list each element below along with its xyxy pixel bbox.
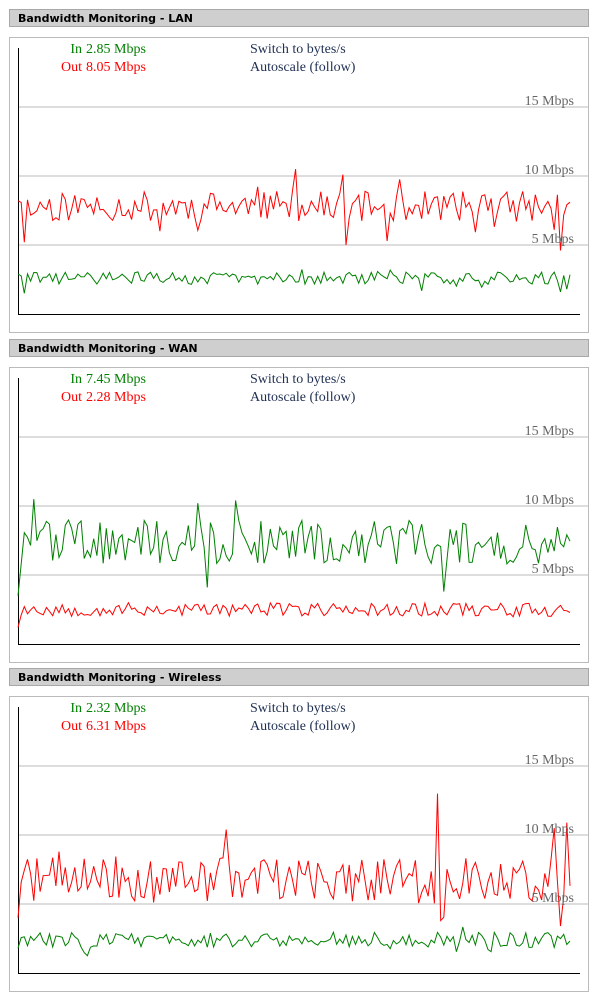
y-tick-label-5: 5 Mbps bbox=[532, 891, 574, 906]
out-label: Out bbox=[61, 60, 82, 75]
wan-out-value: 2.28 Mbps bbox=[86, 390, 146, 405]
lan-in-value: 2.85 Mbps bbox=[86, 42, 146, 57]
series-line-out bbox=[17, 169, 571, 251]
y-tick-label-5: 5 Mbps bbox=[532, 562, 574, 577]
out-label: Out bbox=[61, 719, 82, 734]
lan-switch-to-bytes-link[interactable]: Switch to bytes/s bbox=[250, 42, 346, 57]
wireless-out-legend: Out 6.31 Mbps bbox=[49, 719, 146, 735]
wan-out-legend: Out 2.28 Mbps bbox=[49, 390, 146, 406]
lan-panel-title: Bandwidth Monitoring - LAN bbox=[9, 9, 589, 27]
wireless-in-value: 2.32 Mbps bbox=[86, 701, 146, 716]
in-label: In bbox=[70, 701, 82, 716]
wan-panel-title: Bandwidth Monitoring - WAN bbox=[9, 339, 589, 357]
y-tick-label-15: 15 Mbps bbox=[525, 424, 574, 439]
wireless-switch-to-bytes-link[interactable]: Switch to bytes/s bbox=[250, 701, 346, 716]
in-label: In bbox=[70, 42, 82, 57]
lan-in-legend: In 2.85 Mbps bbox=[60, 42, 146, 58]
series-line-in bbox=[17, 268, 571, 294]
lan-bandwidth-chart: 15 Mbps 10 Mbps 5 Mbps bbox=[17, 48, 588, 315]
y-tick-label-5: 5 Mbps bbox=[532, 232, 574, 247]
in-label: In bbox=[70, 372, 82, 387]
wan-switch-to-bytes-link[interactable]: Switch to bytes/s bbox=[250, 372, 346, 387]
wireless-autoscale-link[interactable]: Autoscale (follow) bbox=[250, 719, 356, 734]
wan-graph-panel: 15 Mbps 10 Mbps 5 Mbps In 7.45 Mbps Out 2.28… bbox=[9, 367, 589, 663]
wireless-out-value: 6.31 Mbps bbox=[86, 719, 146, 734]
series-line-out bbox=[17, 793, 571, 927]
wan-in-value: 7.45 Mbps bbox=[86, 372, 146, 387]
series-line-out bbox=[17, 601, 571, 628]
series-line-in bbox=[17, 926, 571, 957]
wireless-panel-title: Bandwidth Monitoring - Wireless bbox=[9, 668, 589, 686]
y-tick-label-10: 10 Mbps bbox=[525, 493, 574, 508]
wan-in-legend: In 7.45 Mbps bbox=[60, 372, 146, 388]
y-tick-label-15: 15 Mbps bbox=[525, 94, 574, 109]
wireless-bandwidth-chart: 15 Mbps 10 Mbps 5 Mbps bbox=[17, 707, 588, 974]
y-tick-label-10: 10 Mbps bbox=[525, 163, 574, 178]
y-tick-label-15: 15 Mbps bbox=[525, 753, 574, 768]
series-line-in bbox=[17, 499, 571, 596]
lan-graph-panel: 15 Mbps 10 Mbps 5 Mbps In 2.85 Mbps Out 8.05… bbox=[9, 37, 589, 333]
y-tick-label-10: 10 Mbps bbox=[525, 822, 574, 837]
out-label: Out bbox=[61, 390, 82, 405]
wireless-in-legend: In 2.32 Mbps bbox=[60, 701, 146, 717]
wireless-graph-panel: 15 Mbps 10 Mbps 5 Mbps In 2.32 Mbps Out 6.31… bbox=[9, 696, 589, 992]
lan-autoscale-link[interactable]: Autoscale (follow) bbox=[250, 60, 356, 75]
wan-bandwidth-chart: 15 Mbps 10 Mbps 5 Mbps bbox=[17, 378, 588, 645]
lan-out-legend: Out 8.05 Mbps bbox=[49, 60, 146, 76]
lan-out-value: 8.05 Mbps bbox=[86, 60, 146, 75]
wan-autoscale-link[interactable]: Autoscale (follow) bbox=[250, 390, 356, 405]
